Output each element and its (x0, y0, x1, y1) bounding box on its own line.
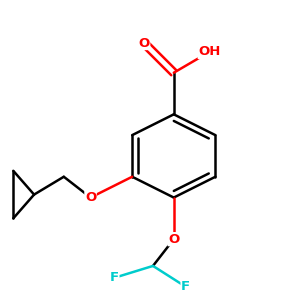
Text: F: F (110, 271, 119, 284)
Text: OH: OH (198, 45, 220, 58)
Text: O: O (168, 233, 179, 246)
Text: O: O (138, 37, 150, 50)
Text: F: F (181, 280, 190, 293)
Text: O: O (85, 191, 96, 204)
